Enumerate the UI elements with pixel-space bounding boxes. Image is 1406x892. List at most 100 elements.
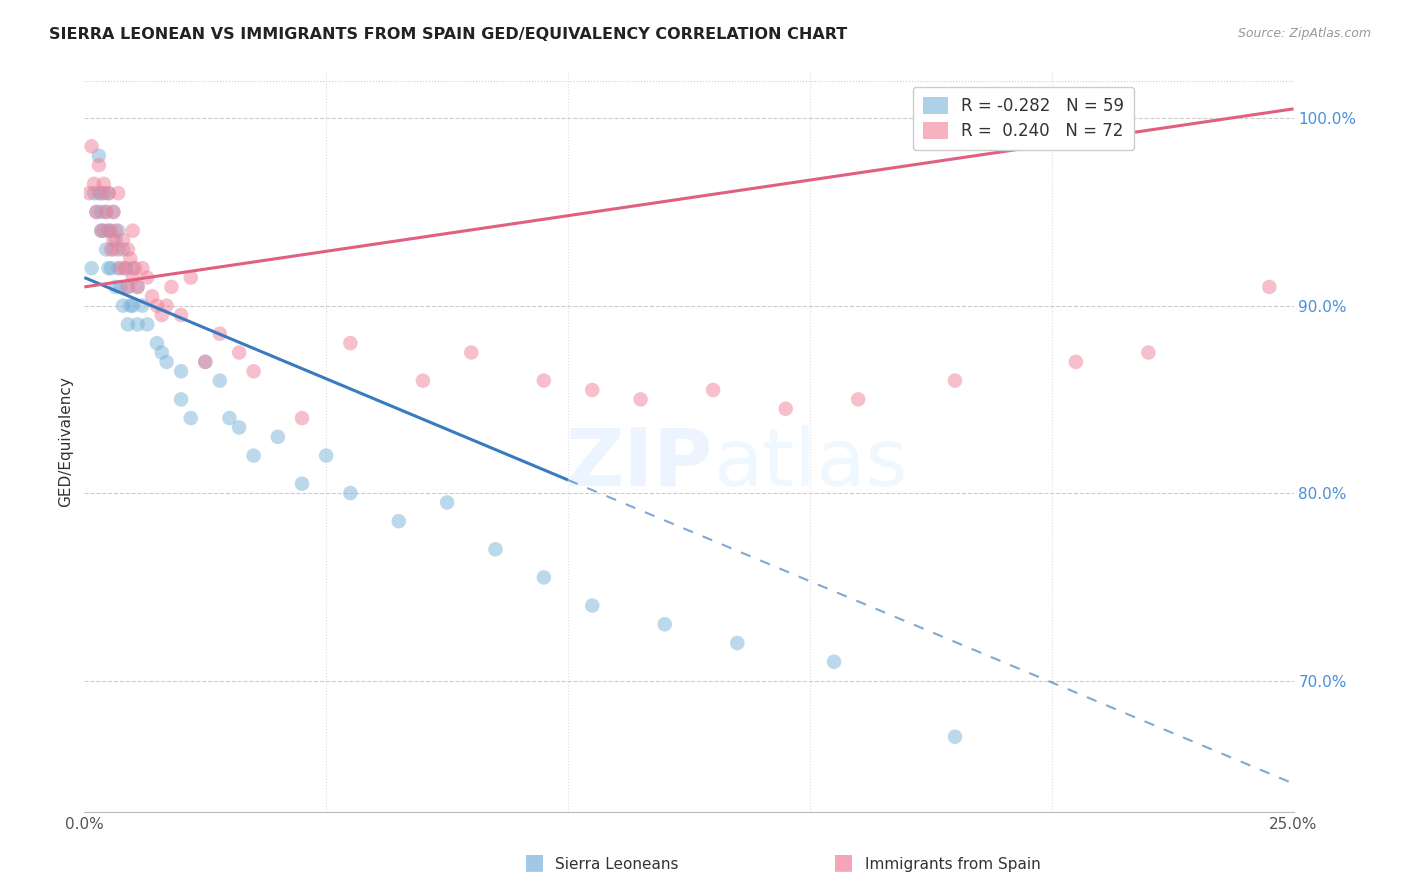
Point — [93, 186, 115, 201]
Point — [83, 177, 105, 191]
Point — [94, 243, 117, 257]
Point — [155, 299, 177, 313]
Point — [228, 345, 250, 359]
Point — [100, 243, 122, 257]
Text: atlas: atlas — [713, 425, 907, 503]
Point — [114, 261, 136, 276]
Point — [136, 318, 159, 332]
Point — [114, 261, 136, 276]
Point — [80, 261, 103, 276]
Text: ZIP: ZIP — [565, 425, 713, 503]
Point — [291, 411, 314, 425]
Point — [141, 289, 163, 303]
Point — [194, 355, 217, 369]
Point — [775, 401, 797, 416]
Point — [412, 374, 434, 388]
Point — [131, 261, 153, 276]
Point — [104, 280, 127, 294]
Point — [291, 476, 314, 491]
Point — [107, 224, 129, 238]
Point — [104, 233, 127, 247]
Point — [436, 495, 458, 509]
Point — [702, 383, 724, 397]
Point — [107, 186, 129, 201]
Point — [103, 233, 125, 247]
Point — [180, 270, 202, 285]
Point — [121, 224, 143, 238]
Point — [242, 364, 264, 378]
Point — [146, 336, 169, 351]
Point — [97, 186, 120, 201]
Point — [1064, 355, 1087, 369]
Point — [90, 205, 112, 219]
Point — [103, 205, 125, 219]
Point — [136, 270, 159, 285]
Point — [484, 542, 506, 557]
Point — [94, 205, 117, 219]
Point — [460, 345, 482, 359]
Point — [581, 599, 603, 613]
Point — [581, 383, 603, 397]
Point — [100, 261, 122, 276]
Point — [208, 374, 231, 388]
Text: Source: ZipAtlas.com: Source: ZipAtlas.com — [1237, 27, 1371, 40]
Text: SIERRA LEONEAN VS IMMIGRANTS FROM SPAIN GED/EQUIVALENCY CORRELATION CHART: SIERRA LEONEAN VS IMMIGRANTS FROM SPAIN … — [49, 27, 848, 42]
Point — [654, 617, 676, 632]
Point — [80, 139, 103, 153]
Text: Sierra Leoneans: Sierra Leoneans — [555, 857, 679, 872]
Point — [112, 233, 135, 247]
Point — [103, 205, 125, 219]
Point — [117, 280, 139, 294]
Point — [107, 243, 129, 257]
Point — [1292, 102, 1315, 116]
Point — [97, 186, 120, 201]
Point — [121, 270, 143, 285]
Point — [90, 186, 112, 201]
Point — [97, 224, 120, 238]
Point — [533, 570, 555, 584]
Point — [127, 280, 149, 294]
Point — [823, 655, 845, 669]
Point — [112, 243, 135, 257]
Legend: R = -0.282   N = 59, R =  0.240   N = 72: R = -0.282 N = 59, R = 0.240 N = 72 — [912, 87, 1135, 150]
Point — [117, 318, 139, 332]
Point — [160, 280, 183, 294]
Point — [267, 430, 290, 444]
Point — [943, 730, 966, 744]
Point — [208, 326, 231, 341]
Point — [87, 186, 110, 201]
Point — [100, 224, 122, 238]
Point — [180, 411, 202, 425]
Point — [103, 243, 125, 257]
Point — [90, 224, 112, 238]
Point — [117, 243, 139, 257]
Point — [93, 177, 115, 191]
Point — [90, 224, 112, 238]
Point — [943, 374, 966, 388]
Point — [87, 158, 110, 172]
Point — [242, 449, 264, 463]
Point — [107, 261, 129, 276]
Point — [110, 261, 132, 276]
Point — [77, 186, 100, 201]
Point — [127, 318, 149, 332]
Point — [86, 205, 108, 219]
Point — [170, 364, 193, 378]
Point — [630, 392, 652, 407]
Point — [846, 392, 869, 407]
Point — [97, 261, 120, 276]
Point — [87, 149, 110, 163]
Point — [86, 205, 108, 219]
Text: ■: ■ — [524, 853, 544, 872]
Point — [725, 636, 748, 650]
Point — [127, 280, 149, 294]
Text: ■: ■ — [834, 853, 853, 872]
Point — [228, 420, 250, 434]
Y-axis label: GED/Equivalency: GED/Equivalency — [58, 376, 73, 507]
Point — [121, 261, 143, 276]
Point — [117, 280, 139, 294]
Point — [83, 186, 105, 201]
Point — [194, 355, 217, 369]
Point — [170, 308, 193, 322]
Text: Immigrants from Spain: Immigrants from Spain — [865, 857, 1040, 872]
